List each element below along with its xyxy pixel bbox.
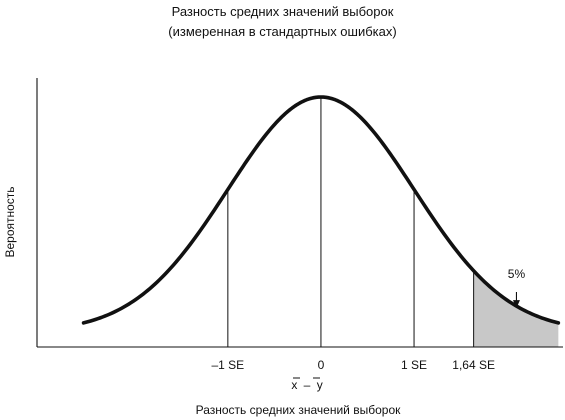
x-axis-label: Разность средних значений выборок: [196, 403, 402, 417]
x-symbol-right: y: [317, 378, 323, 392]
tick-label-1: 0: [318, 358, 325, 372]
x-symbol: x – y: [291, 378, 322, 392]
shaded-tail-region: [473, 270, 559, 347]
chart-title: Разность средних значений выборок: [171, 4, 394, 19]
x-symbol-left: x: [291, 378, 297, 392]
tick-label-3: 1,64 SE: [452, 358, 495, 372]
normal-curve: [81, 95, 561, 325]
tick-label-2: 1 SE: [401, 358, 427, 372]
chart-subtitle: (измеренная в стандартных ошибках): [168, 24, 397, 39]
annotation-arrowhead: [512, 300, 520, 309]
y-axis-label: Вероятность: [3, 186, 17, 257]
x-symbol-operator: –: [304, 378, 311, 392]
annotation-label: 5%: [508, 267, 526, 281]
tick-label-0: –1 SE: [211, 358, 244, 372]
